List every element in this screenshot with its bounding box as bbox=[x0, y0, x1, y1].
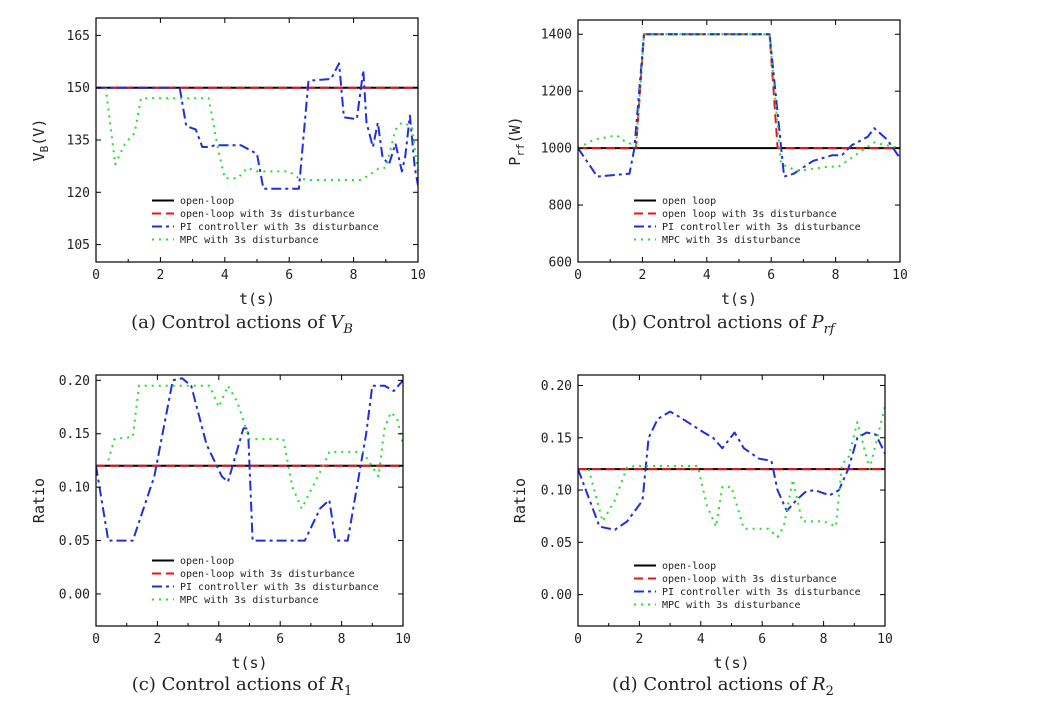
chart-c-caption: (c) Control actions of R1 bbox=[132, 674, 352, 699]
chart-c-xlabel: t(s) bbox=[231, 654, 267, 672]
chart-a-ytick-label: 150 bbox=[67, 81, 90, 96]
chart-d-xtick-label: 10 bbox=[877, 632, 893, 647]
chart-b-legend-label: open loop with 3s disturbance bbox=[662, 209, 837, 220]
chart-c-legend: open-loop open-loop with 3s disturbance PI… bbox=[152, 556, 379, 606]
chart-d-series-group bbox=[578, 406, 885, 539]
chart-d-legend-label: PI controller with 3s disturbance bbox=[662, 587, 861, 598]
chart-c-legend-label: PI controller with 3s disturbance bbox=[180, 582, 379, 593]
chart-c-xtick-label: 4 bbox=[215, 632, 223, 647]
chart-d-xtick-label: 0 bbox=[574, 632, 582, 647]
chart-d-xlabel: t(s) bbox=[713, 654, 749, 672]
chart-a-xtick-label: 2 bbox=[156, 268, 164, 283]
chart-b-xtick-label: 4 bbox=[703, 268, 711, 283]
chart-c-legend-label: open-loop bbox=[180, 556, 234, 567]
chart-d-xtick-label: 6 bbox=[758, 632, 766, 647]
chart-b-ytick-label: 1400 bbox=[541, 28, 572, 43]
chart-a-series-pi bbox=[96, 62, 418, 190]
chart-c-series-mpc bbox=[107, 384, 403, 510]
chart-a-legend-label: PI controller with 3s disturbance bbox=[180, 222, 379, 233]
chart-c-ylabel: Ratio bbox=[30, 478, 48, 523]
chart-b-series-pi bbox=[578, 33, 900, 178]
chart-a-xtick-label: 6 bbox=[285, 268, 293, 283]
chart-a-xtick-label: 0 bbox=[92, 268, 100, 283]
chart-a-xlabel: t(s) bbox=[239, 290, 275, 308]
chart-c-ytick-label: 0.15 bbox=[59, 427, 90, 442]
chart-c-xtick-label: 2 bbox=[153, 632, 161, 647]
chart-a-ylabel: VB(V) bbox=[30, 119, 51, 162]
chart-c: 0 2 4 6 8 10 0.00 0.05 0.10 0.15 0.20 t(s) Ratio open… bbox=[30, 374, 411, 699]
chart-b-xtick-label: 6 bbox=[767, 268, 775, 283]
chart-a-xtick-label: 10 bbox=[410, 268, 426, 283]
chart-c-legend-label: open-loop with 3s disturbance bbox=[180, 569, 355, 580]
chart-a-ytick-label: 120 bbox=[67, 186, 90, 201]
chart-a-ytick-label: 135 bbox=[67, 134, 90, 149]
chart-d-ytick-label: 0.15 bbox=[541, 431, 572, 446]
chart-b-legend: open loop open loop with 3s disturbance PI… bbox=[634, 196, 861, 246]
chart-b-xlabel: t(s) bbox=[721, 290, 757, 308]
chart-d-legend: open-loop open-loop with 3s disturbance PI… bbox=[634, 561, 861, 611]
chart-b-ytick-label: 1200 bbox=[541, 85, 572, 100]
chart-a-legend-label: open-loop with 3s disturbance bbox=[180, 209, 355, 220]
chart-d-ytick-label: 0.05 bbox=[541, 536, 572, 551]
chart-b-xtick-label: 10 bbox=[892, 268, 908, 283]
chart-d-ylabel: Ratio bbox=[511, 478, 529, 523]
chart-b-ytick-label: 1000 bbox=[541, 142, 572, 157]
chart-c-xtick-label: 10 bbox=[395, 632, 411, 647]
chart-d-xtick-label: 8 bbox=[820, 632, 828, 647]
chart-a-ytick-label: 105 bbox=[67, 238, 90, 253]
chart-c-ytick-label: 0.10 bbox=[59, 481, 90, 496]
chart-a-ytick-label: 165 bbox=[67, 29, 90, 44]
chart-b-series-mpc bbox=[578, 33, 900, 172]
chart-d-ytick-label: 0.20 bbox=[541, 379, 572, 394]
chart-c-xtick-label: 8 bbox=[338, 632, 346, 647]
chart-d-legend-label: MPC with 3s disturbance bbox=[662, 600, 800, 611]
chart-d-legend-label: open-loop bbox=[662, 561, 716, 572]
chart-c-ytick-label: 0.05 bbox=[59, 534, 90, 549]
chart-b: 0 2 4 6 8 10 600 800 1000 1200 1400 t(s) Prf(W) open … bbox=[506, 19, 908, 337]
chart-b-ytick-label: 600 bbox=[549, 256, 572, 271]
chart-c-xtick-label: 0 bbox=[92, 632, 100, 647]
chart-d-xtick-label: 4 bbox=[697, 632, 705, 647]
chart-c-xtick-label: 6 bbox=[276, 632, 284, 647]
chart-b-ytick-label: 800 bbox=[549, 199, 572, 214]
chart-b-legend-label: PI controller with 3s disturbance bbox=[662, 222, 861, 233]
chart-d-legend-label: open-loop with 3s disturbance bbox=[662, 574, 837, 585]
chart-a-caption: (a) Control actions of VB bbox=[131, 312, 353, 337]
chart-b-series-open-loop-dist bbox=[578, 33, 900, 150]
chart-b-series-group bbox=[578, 33, 900, 178]
chart-b-legend-label: MPC with 3s disturbance bbox=[662, 235, 800, 246]
chart-a-legend: open-loop open-loop with 3s disturbance PI… bbox=[152, 196, 379, 246]
chart-c-series-group bbox=[96, 377, 403, 542]
chart-d: 0 2 4 6 8 10 0.00 0.05 0.10 0.15 0.20 t(s) Ratio open… bbox=[511, 374, 893, 699]
chart-b-xtick-label: 0 bbox=[574, 268, 582, 283]
chart-d-caption: (d) Control actions of R2 bbox=[612, 674, 834, 699]
chart-b-xtick-label: 2 bbox=[638, 268, 646, 283]
chart-d-xtick-label: 2 bbox=[635, 632, 643, 647]
chart-d-series-pi bbox=[578, 410, 885, 531]
chart-b-legend-label: open loop bbox=[662, 196, 716, 207]
chart-d-series-mpc bbox=[587, 406, 885, 539]
chart-d-ytick-label: 0.10 bbox=[541, 484, 572, 499]
chart-c-series-pi bbox=[96, 377, 403, 542]
chart-c-ytick-label: 0.00 bbox=[59, 587, 90, 602]
chart-a-series-mpc bbox=[104, 87, 418, 182]
chart-b-caption: (b) Control actions of Prf bbox=[611, 312, 836, 337]
chart-a-xtick-label: 8 bbox=[350, 268, 358, 283]
chart-a-legend-label: open-loop bbox=[180, 196, 234, 207]
chart-d-ytick-label: 0.00 bbox=[541, 588, 572, 603]
chart-b-ylabel: Prf(W) bbox=[506, 116, 527, 165]
chart-b-xtick-label: 8 bbox=[832, 268, 840, 283]
chart-a-series-group bbox=[96, 62, 418, 190]
chart-a-xtick-label: 4 bbox=[221, 268, 229, 283]
chart-c-ytick-label: 0.20 bbox=[59, 374, 90, 389]
chart-a: 0 2 4 6 8 10 105 120 135 150 165 t(s) VB(V) open-loop… bbox=[30, 17, 426, 337]
chart-a-legend-label: MPC with 3s disturbance bbox=[180, 235, 318, 246]
chart-c-legend-label: MPC with 3s disturbance bbox=[180, 595, 318, 606]
